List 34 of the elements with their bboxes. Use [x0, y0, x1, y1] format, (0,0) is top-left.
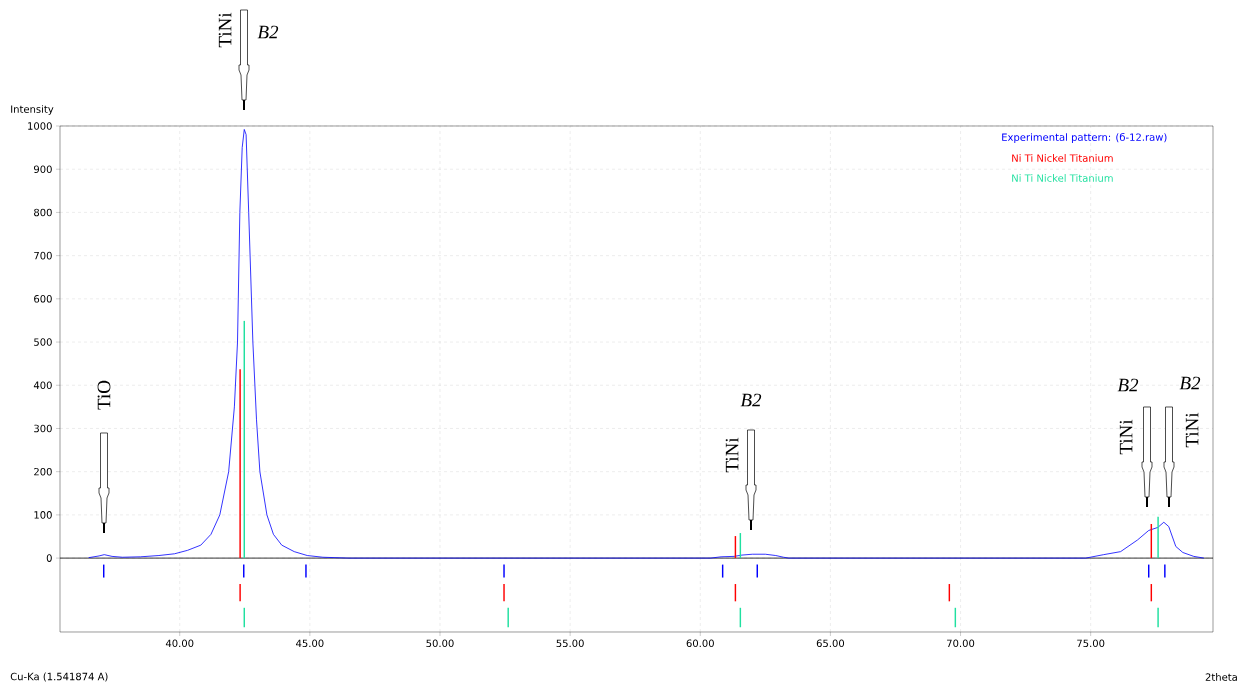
annotation: TiNi: [1185, 412, 1199, 448]
x-tick-label: 55.00: [556, 639, 584, 648]
text: TiNi: [218, 12, 232, 48]
y-tick-label: 1000: [28, 122, 52, 130]
x-tick-label: 75.00: [1077, 639, 1105, 648]
y-tick-label: 400: [33, 381, 52, 390]
annotation: B2: [740, 393, 762, 407]
annotation: TiNi: [1119, 419, 1133, 455]
annotation: B2: [1117, 378, 1139, 392]
y-tick-label: 800: [34, 208, 52, 217]
annotation: B2: [1179, 376, 1201, 390]
y-tick-label: 200: [34, 467, 52, 476]
y-axis-title: Intensity: [11, 105, 54, 115]
y-tick-label: 100: [34, 511, 52, 519]
text: Ni Ti Nickel Titanium: [1012, 174, 1113, 182]
y-tick-label: 700: [34, 251, 52, 260]
text: Cu-Ka (1.541874 A): [10, 672, 108, 682]
annotation: TiO: [97, 380, 111, 410]
text: Ni Ti Nickel Titanium: [1012, 154, 1113, 162]
x-tick-label: 50.00: [426, 639, 454, 648]
x-tick-label: 60.00: [686, 639, 714, 648]
y-tick-label: 0: [46, 554, 52, 562]
x-axis-title: 2theta: [1205, 673, 1237, 681]
x-tick-label: 65.00: [816, 639, 845, 648]
text: B2: [257, 25, 279, 39]
y-tick-label: 500: [34, 338, 52, 346]
x-tick-label: 70.00: [947, 639, 975, 648]
annotation: TiNi: [725, 437, 739, 473]
y-tick-label: 900: [34, 165, 52, 173]
x-tick-label: 45.00: [296, 639, 324, 648]
text: Experimental pattern: (б-12.raw): [1002, 133, 1167, 143]
y-tick-label: 600: [34, 295, 52, 303]
y-tick-label: 300: [34, 424, 52, 433]
x-tick-label: 40.00: [165, 639, 194, 648]
